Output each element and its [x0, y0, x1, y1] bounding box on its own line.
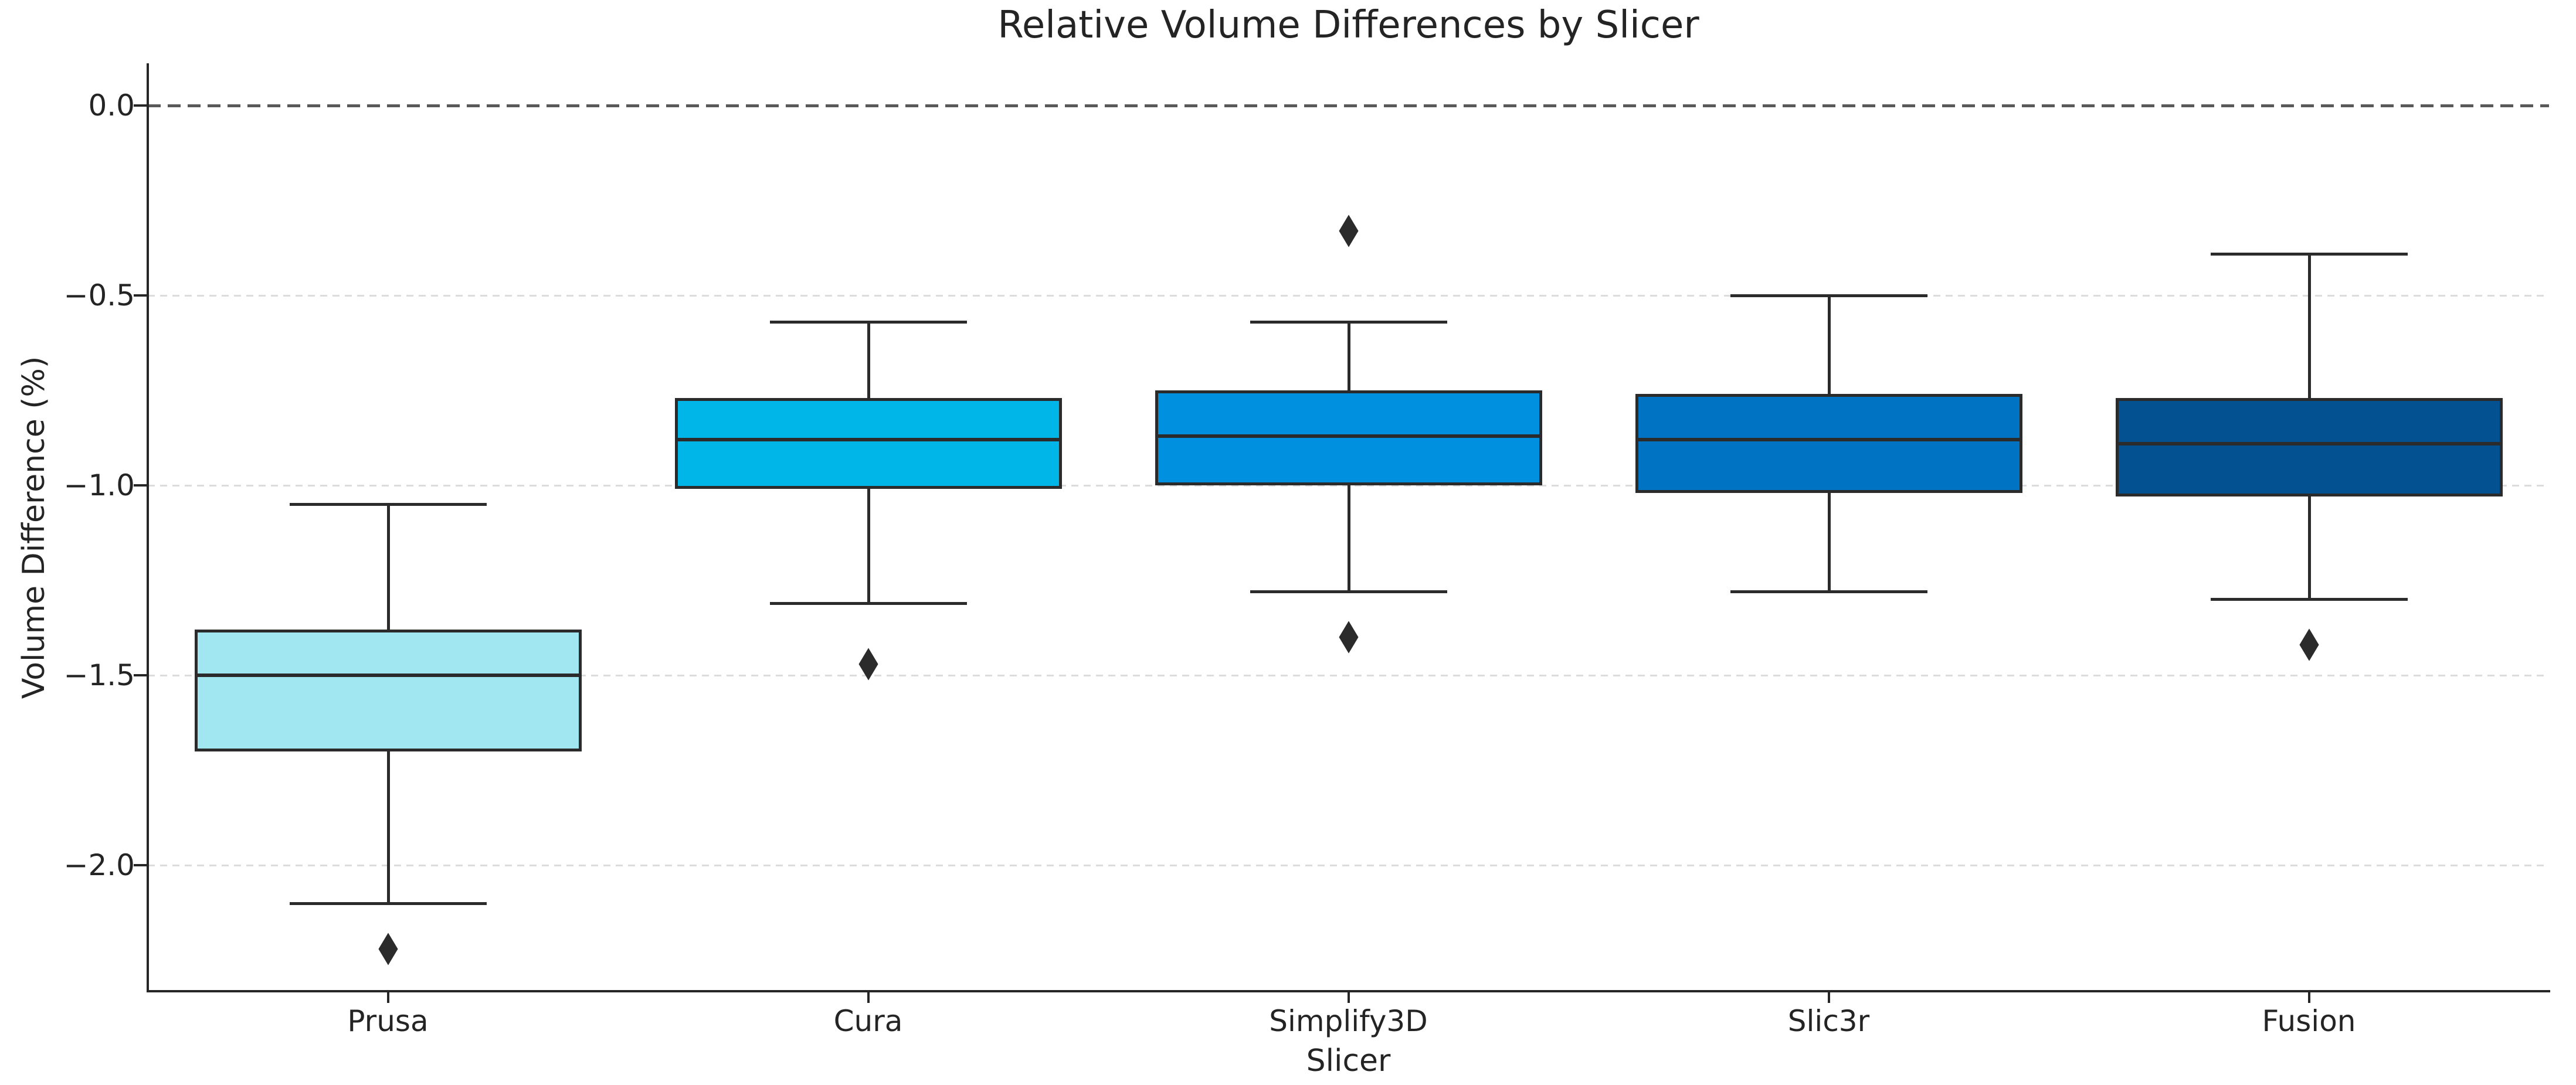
y-tick-label-0: 0.0: [88, 89, 135, 123]
left-spine: [147, 63, 149, 991]
zero-reference-line: [148, 104, 2549, 107]
y-tick-label-1: −0.5: [63, 278, 135, 312]
x-tick-fusion: [2307, 991, 2310, 1003]
cap-upper-simplify3d: [1250, 321, 1447, 324]
x-tick-simplify3d: [1347, 991, 1350, 1003]
x-axis-label: Slicer: [1306, 1043, 1391, 1079]
median-fusion: [2118, 441, 2500, 445]
y-axis-label: Volume Difference (%): [16, 356, 52, 699]
outlier-fusion-0: [2299, 628, 2319, 661]
median-simplify3d: [1158, 434, 1539, 438]
cap-lower-fusion: [2210, 598, 2408, 601]
x-tick-label-fusion: Fusion: [2262, 1004, 2356, 1038]
cap-lower-slic3r: [1730, 590, 1927, 594]
cap-upper-cura: [769, 321, 967, 324]
cap-upper-fusion: [2210, 252, 2408, 256]
x-tick-label-cura: Cura: [833, 1004, 903, 1038]
y-tick-1: [134, 294, 148, 297]
y-tick-3: [134, 674, 148, 676]
median-prusa: [197, 674, 579, 677]
cap-upper-prusa: [289, 503, 487, 506]
cap-lower-prusa: [289, 902, 487, 905]
x-tick-label-prusa: Prusa: [347, 1004, 429, 1038]
cap-lower-cura: [769, 601, 967, 605]
x-tick-label-simplify3d: Simplify3D: [1269, 1004, 1428, 1038]
cap-upper-slic3r: [1730, 294, 1927, 297]
box-slic3r: [1635, 394, 2022, 493]
y-tick-2: [134, 484, 148, 487]
outlier-prusa-0: [378, 932, 398, 965]
x-tick-slic3r: [1827, 991, 1830, 1003]
y-tick-label-4: −2.0: [63, 848, 135, 882]
median-cura: [677, 438, 1059, 442]
y-tick-0: [134, 104, 148, 107]
x-tick-cura: [867, 991, 870, 1003]
x-tick-prusa: [386, 991, 389, 1003]
y-tick-4: [134, 864, 148, 866]
gridline-−0.5: [148, 295, 2549, 297]
x-tick-label-slic3r: Slic3r: [1787, 1004, 1870, 1038]
chart-title: Relative Volume Differences by Slicer: [997, 4, 1699, 47]
median-slic3r: [1638, 438, 2020, 442]
box-simplify3d: [1155, 390, 1542, 485]
y-tick-label-2: −1.0: [63, 468, 135, 502]
y-tick-label-3: −1.5: [63, 658, 135, 692]
cap-lower-simplify3d: [1250, 590, 1447, 594]
outlier-simplify3d-0: [1338, 215, 1359, 247]
gridline-−2.0: [148, 865, 2549, 866]
box-prusa: [194, 630, 582, 751]
box-cura: [674, 397, 1062, 489]
gridline-−1.5: [148, 675, 2549, 676]
box-fusion: [2115, 397, 2503, 497]
outlier-simplify3d-1: [1338, 621, 1359, 654]
